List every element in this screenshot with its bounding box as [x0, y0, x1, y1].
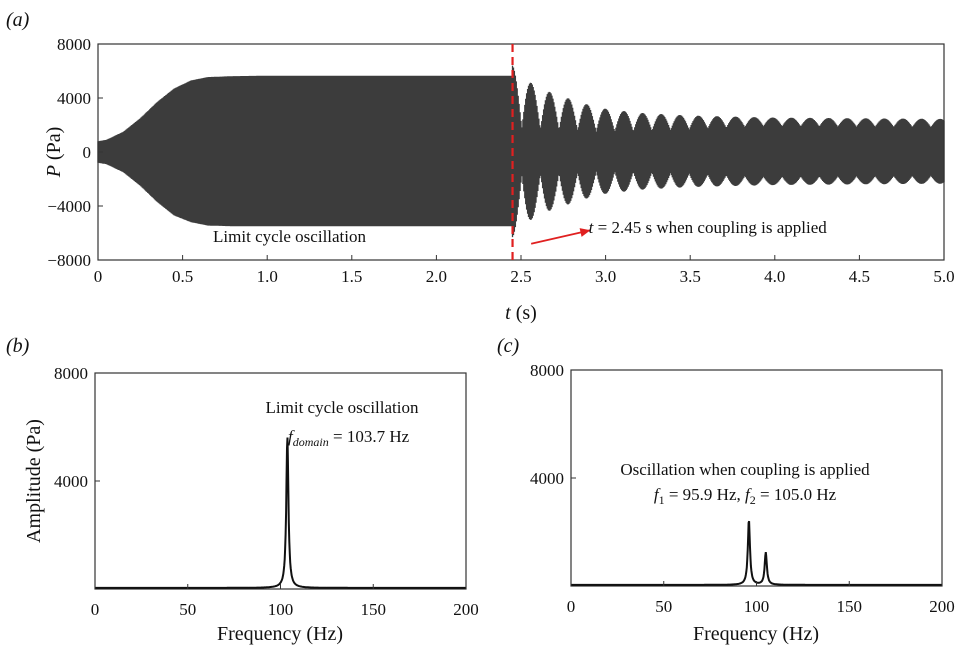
coupling-annotation-t: t [589, 218, 595, 237]
panel-b-y-ticks: 8000 4000 [54, 364, 100, 491]
fdomain-symbol: f [288, 427, 295, 446]
panel-c-xlabel: Frequency (Hz) [693, 623, 819, 645]
y-tick-label: 4000 [54, 472, 88, 491]
panel-b-fdomain-annotation: fdomain = 103.7 Hz [288, 427, 410, 449]
x-tick-label: 1.0 [257, 267, 278, 286]
x-tick-label: 5.0 [933, 267, 954, 286]
x-tick-label: 200 [453, 600, 479, 619]
panel-b-xlabel: Frequency (Hz) [217, 623, 343, 645]
x-tick-label: 50 [655, 597, 672, 616]
panel-c-frequencies-annotation: f1 = 95.9 Hz, f2 = 105.0 Hz [654, 485, 837, 507]
x-tick-label: 4.0 [764, 267, 785, 286]
x-tick-label: 150 [361, 600, 387, 619]
f1-symbol: f [654, 485, 661, 504]
panel-c-annotation-title: Oscillation when coupling is applied [620, 460, 870, 479]
x-tick-label: 2.0 [426, 267, 447, 286]
panel-a-signal [97, 65, 945, 238]
y-tick-label: 8000 [54, 364, 88, 383]
panel-a-y-ticks: 8000 4000 0 −4000 −8000 [47, 35, 103, 270]
y-tick-label: 8000 [57, 35, 91, 54]
x-tick-label: 0.5 [172, 267, 193, 286]
x-tick-label: 0 [94, 267, 103, 286]
x-tick-label: 1.5 [341, 267, 362, 286]
panel-c-spectrum [571, 520, 942, 586]
coupling-arrow [530, 228, 591, 245]
y-tick-label: −8000 [47, 251, 91, 270]
panel-c: (c) 0 50 100 150 200 8000 4000 Oscillation wh… [497, 335, 955, 645]
coupling-arrow-head [579, 228, 591, 237]
limit-cycle-annotation: Limit cycle oscillation [213, 227, 366, 246]
x-tick-label: 2.5 [510, 267, 531, 286]
panel-b-spectrum [95, 437, 466, 589]
panel-c-x-ticks: 0 50 100 150 200 [567, 581, 955, 616]
x-tick-label: 3.5 [680, 267, 701, 286]
y-tick-label: −4000 [47, 197, 91, 216]
panel-b: (b) 0 50 100 150 200 8000 4000 Limit cycle os… [6, 335, 479, 645]
panel-b-annotation-title: Limit cycle oscillation [266, 398, 419, 417]
y-tick-label: 4000 [530, 469, 564, 488]
f1-subscript: 1 [659, 493, 665, 507]
x-tick-label: 0 [567, 597, 576, 616]
x-tick-label: 150 [837, 597, 863, 616]
f2-subscript: 2 [750, 493, 756, 507]
y-tick-label: 8000 [530, 361, 564, 380]
panel-a-ylabel: P (Pa) [43, 127, 65, 179]
coupling-annotation-text: = 2.45 s when coupling is applied [593, 218, 827, 237]
f2-value: = 105.0 Hz [756, 485, 837, 504]
x-tick-label: 4.5 [849, 267, 870, 286]
panel-a: (a) 0 0.5 1.0 1.5 2.0 2.5 3.0 3.5 4.0 4.5 5.0 8000… [6, 9, 955, 324]
f1-value: = 95.9 Hz, [665, 485, 745, 504]
fdomain-value: = 103.7 Hz [329, 427, 410, 446]
x-tick-label: 100 [268, 600, 294, 619]
panel-c-y-ticks: 8000 4000 [530, 361, 576, 488]
x-tick-label: 200 [929, 597, 955, 616]
y-tick-label: 0 [83, 143, 92, 162]
panel-a-xlabel: t (s) [505, 302, 537, 324]
x-tick-label: 0 [91, 600, 100, 619]
y-tick-label: 4000 [57, 89, 91, 108]
x-tick-label: 50 [179, 600, 196, 619]
x-tick-label: 100 [744, 597, 770, 616]
pressure-signal-trace [97, 65, 945, 238]
panel-a-label: (a) [6, 9, 30, 31]
panel-a-x-ticks: 0 0.5 1.0 1.5 2.0 2.5 3.0 3.5 4.0 4.5 5.0 [94, 255, 955, 286]
f2-symbol: f [745, 485, 752, 504]
panel-b-ylabel: Amplitude (Pa) [23, 419, 45, 543]
coupling-arrow-shaft [530, 229, 591, 245]
coupling-annotation: t = 2.45 s when coupling is applied [589, 218, 828, 237]
panel-b-x-ticks: 0 50 100 150 200 [91, 584, 479, 619]
panel-b-label: (b) [6, 335, 30, 357]
x-tick-label: 3.0 [595, 267, 616, 286]
fdomain-subscript: domain [293, 435, 329, 449]
panel-c-label: (c) [497, 335, 520, 357]
